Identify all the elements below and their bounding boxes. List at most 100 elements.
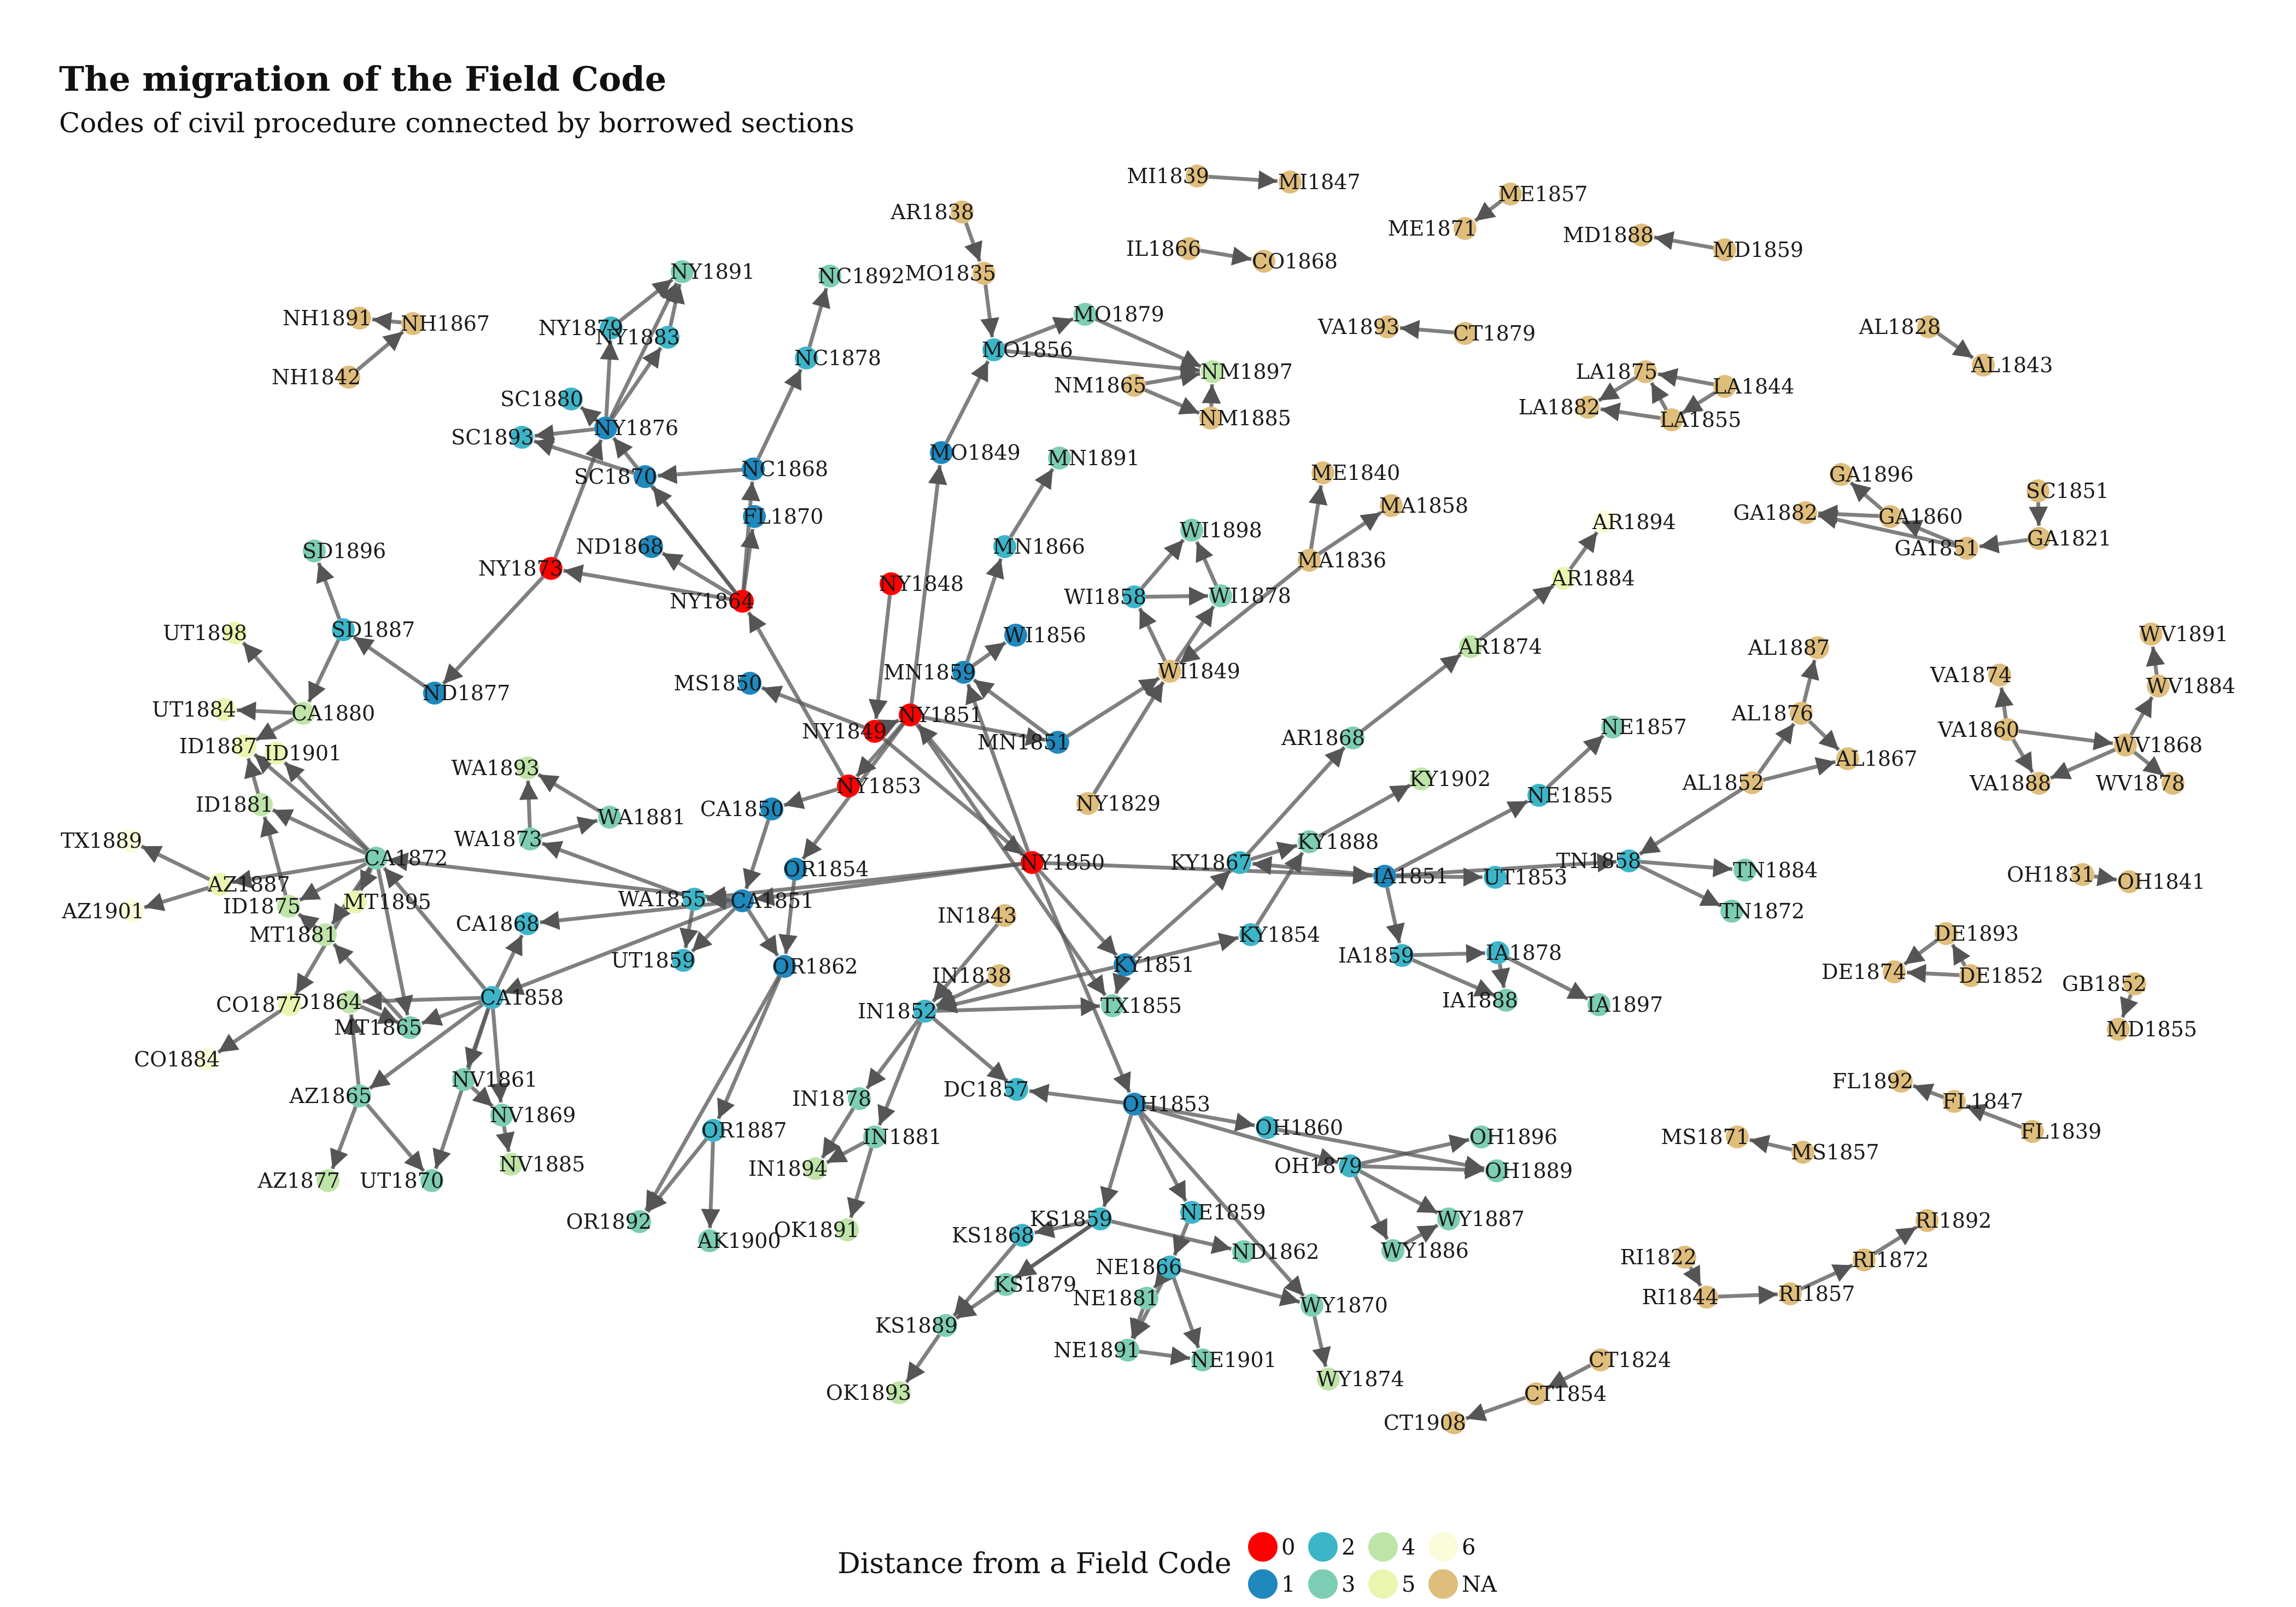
node-CO1877: CO1877 bbox=[216, 993, 302, 1017]
node-circle bbox=[1046, 731, 1069, 754]
edge-AL1828-AL1843 bbox=[1937, 332, 1975, 360]
edge-NM1865-NM1897 bbox=[1145, 367, 1200, 387]
node-CA1872: CA1872 bbox=[364, 846, 448, 870]
node-LA1844: LA1844 bbox=[1713, 374, 1794, 398]
edge-CA1872-ID1875 bbox=[298, 862, 367, 902]
diagram-title: The migration of the Field Code bbox=[59, 59, 667, 99]
node-WA1881: WA1881 bbox=[598, 805, 686, 829]
diagram-subtitle: Codes of civil procedure connected by bo… bbox=[59, 107, 854, 139]
node-MI1847: MI1847 bbox=[1278, 170, 1361, 194]
node-OR1892: OR1892 bbox=[566, 1210, 652, 1234]
node-label: NE1859 bbox=[1180, 1200, 1266, 1224]
node-label: MN1859 bbox=[883, 660, 976, 684]
edge-CA1858-ID1864 bbox=[362, 991, 481, 1011]
edge-KY1854-KY1888 bbox=[1255, 851, 1304, 926]
node-WY1887: WY1887 bbox=[1437, 1207, 1525, 1231]
node-circle bbox=[818, 265, 841, 288]
node-circle bbox=[481, 986, 503, 1009]
edge-NY1850-MN1859 bbox=[965, 683, 1030, 853]
node-label: CA1851 bbox=[730, 889, 814, 913]
node-circle bbox=[702, 1119, 725, 1142]
node-label: GA1860 bbox=[1878, 505, 1963, 529]
edge-NM1885-NM1897 bbox=[1202, 384, 1221, 407]
node-ME1871: ME1871 bbox=[1388, 216, 1477, 241]
legend-swatch bbox=[1248, 1569, 1278, 1599]
node-FL1870: FL1870 bbox=[742, 505, 823, 529]
edge-MA1836-WI1849 bbox=[1178, 566, 1302, 665]
node-label: OH1879 bbox=[1274, 1154, 1362, 1178]
legend-label: 0 bbox=[1281, 1535, 1295, 1560]
edge-IN1852-IN1881 bbox=[877, 1021, 923, 1126]
node-circle bbox=[1853, 1248, 1876, 1271]
node-label: SD1896 bbox=[302, 539, 386, 563]
edge-NY1879-NY1891 bbox=[619, 278, 674, 322]
node-label: AR1868 bbox=[1281, 726, 1365, 750]
node-OH1889: OH1889 bbox=[1485, 1159, 1573, 1183]
node-label: OR1892 bbox=[566, 1210, 652, 1234]
node-DE1893: DE1893 bbox=[1934, 922, 2019, 946]
edge-MS1857-MS1871 bbox=[1749, 1135, 1793, 1154]
node-circle bbox=[784, 858, 807, 881]
node-label: WI1878 bbox=[1209, 584, 1291, 608]
node-OH1853: OH1853 bbox=[1122, 1092, 1210, 1116]
node-circle bbox=[988, 964, 1011, 987]
node-circle bbox=[993, 535, 1016, 558]
node-label: KS1868 bbox=[952, 1223, 1034, 1247]
node-label: OH1831 bbox=[2007, 863, 2095, 887]
node-AZ1901: AZ1901 bbox=[61, 899, 144, 923]
node-MT1865: MT1865 bbox=[334, 1016, 422, 1040]
edge-NY1851-TX1855 bbox=[915, 723, 1107, 997]
node-circle bbox=[1484, 866, 1507, 889]
node-circle bbox=[640, 535, 663, 558]
node-CT1854: CT1854 bbox=[1524, 1382, 1607, 1406]
node-circle bbox=[1726, 1125, 1749, 1148]
node-label: DE1852 bbox=[1959, 964, 2043, 988]
node-circle bbox=[2147, 675, 2170, 697]
node-SD1896: SD1896 bbox=[302, 539, 386, 563]
legend-item-NA: NA bbox=[1428, 1569, 1497, 1599]
node-GA1821: GA1821 bbox=[2027, 526, 2112, 550]
edge-DE1852-DE1874 bbox=[1906, 964, 1960, 983]
node-label: NY1853 bbox=[836, 774, 921, 798]
node-NY1853: NY1853 bbox=[836, 774, 921, 798]
edge-MN1866-MN1891 bbox=[1009, 467, 1055, 538]
edge-IA1859-IA1888 bbox=[1411, 958, 1496, 998]
edge-CT1854-CT1908 bbox=[1465, 1395, 1526, 1422]
edge-WY1886-WY1887 bbox=[1402, 1223, 1439, 1247]
node-circle bbox=[337, 366, 360, 389]
edge-OH1879-OH1896 bbox=[1361, 1134, 1470, 1165]
edge-IA1859-IA1878 bbox=[1413, 944, 1486, 964]
node-NY1851: NY1851 bbox=[898, 703, 983, 727]
node-label: OR1862 bbox=[772, 954, 858, 978]
edge-NY1876-NY1891 bbox=[609, 282, 679, 419]
edge-NY1850-WA1855 bbox=[706, 861, 1021, 906]
node-circle bbox=[1004, 624, 1027, 647]
node-circle bbox=[401, 312, 424, 335]
node-label: NE1881 bbox=[1073, 1286, 1159, 1310]
edge-WI1878-WI1898 bbox=[1195, 541, 1218, 587]
edge-MN1859-MN1866 bbox=[965, 558, 1004, 662]
node-label: DE1893 bbox=[1934, 922, 2019, 946]
node-AR1874: AR1874 bbox=[1458, 635, 1542, 659]
edge-NY1876-SC1880 bbox=[579, 406, 602, 427]
edge-CO1877-CO1884 bbox=[217, 1009, 282, 1054]
node-label: LA1875 bbox=[1576, 360, 1657, 384]
node-LA1882: LA1882 bbox=[1519, 395, 1600, 419]
node-NM1897: NM1897 bbox=[1200, 360, 1293, 384]
edge-FL1839-FL1847 bbox=[1965, 1104, 2023, 1129]
node-circle bbox=[1186, 165, 1209, 187]
node-circle bbox=[1256, 1116, 1279, 1139]
node-OH1831: OH1831 bbox=[2007, 863, 2095, 887]
legend-swatch bbox=[1308, 1532, 1338, 1562]
node-OH1879: OH1879 bbox=[1274, 1154, 1362, 1178]
node-circle bbox=[2123, 972, 2146, 995]
node-circle bbox=[634, 465, 657, 488]
node-circle bbox=[1634, 360, 1657, 383]
node-ND1868: ND1868 bbox=[576, 535, 664, 559]
node-circle bbox=[1806, 636, 1829, 659]
edge-NE1855-NE1857 bbox=[1546, 734, 1605, 789]
node-KY1888: KY1888 bbox=[1297, 830, 1379, 854]
edge-AZ1887-TX1889 bbox=[140, 844, 210, 881]
node-NY1876: NY1876 bbox=[594, 416, 678, 440]
node-SC1870: SC1870 bbox=[574, 465, 657, 489]
